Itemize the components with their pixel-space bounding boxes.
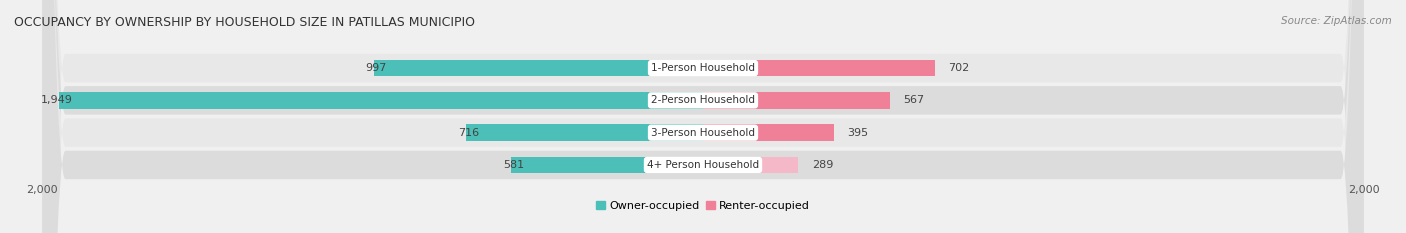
- Text: 567: 567: [904, 95, 925, 105]
- Text: 2-Person Household: 2-Person Household: [651, 95, 755, 105]
- Text: 1-Person Household: 1-Person Household: [651, 63, 755, 73]
- Bar: [510, 157, 703, 173]
- Text: 395: 395: [846, 128, 868, 138]
- Text: 4+ Person Household: 4+ Person Household: [647, 160, 759, 170]
- Bar: [374, 60, 703, 76]
- Text: 702: 702: [948, 63, 969, 73]
- Text: Source: ZipAtlas.com: Source: ZipAtlas.com: [1281, 16, 1392, 26]
- FancyBboxPatch shape: [42, 0, 1364, 233]
- Bar: [703, 124, 834, 141]
- Text: 716: 716: [458, 128, 479, 138]
- Bar: [703, 92, 890, 109]
- Bar: [703, 60, 935, 76]
- Legend: Owner-occupied, Renter-occupied: Owner-occupied, Renter-occupied: [592, 196, 814, 215]
- Text: 3-Person Household: 3-Person Household: [651, 128, 755, 138]
- Text: 581: 581: [503, 160, 524, 170]
- Text: 289: 289: [811, 160, 834, 170]
- FancyBboxPatch shape: [42, 0, 1364, 233]
- Text: 997: 997: [366, 63, 387, 73]
- Bar: [467, 124, 703, 141]
- Text: OCCUPANCY BY OWNERSHIP BY HOUSEHOLD SIZE IN PATILLAS MUNICIPIO: OCCUPANCY BY OWNERSHIP BY HOUSEHOLD SIZE…: [14, 16, 475, 29]
- Bar: [59, 92, 703, 109]
- Bar: [703, 157, 799, 173]
- FancyBboxPatch shape: [42, 0, 1364, 233]
- Text: 1,949: 1,949: [41, 95, 72, 105]
- FancyBboxPatch shape: [42, 0, 1364, 233]
